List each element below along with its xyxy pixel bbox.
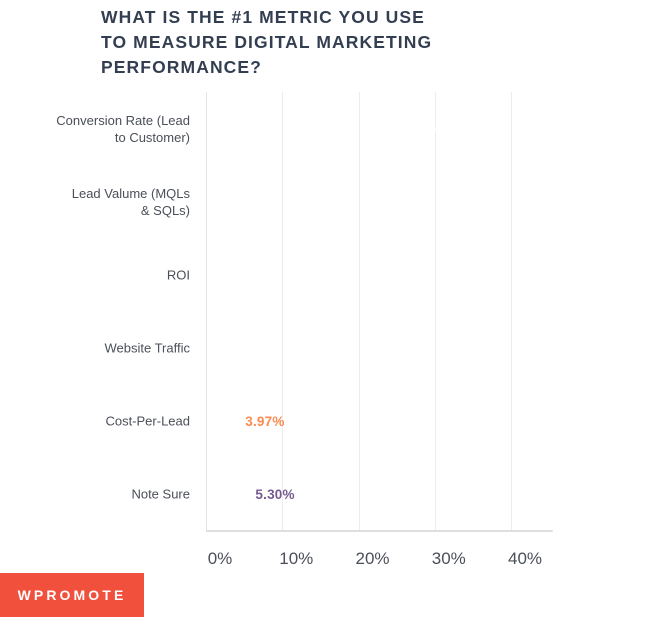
chart-row: Note Sure 5.30%	[0, 458, 647, 531]
category-label: ROI	[166, 267, 190, 283]
bar-track: 16.23%	[206, 174, 330, 229]
bar-track: 20.86%	[206, 321, 365, 376]
plot-area	[206, 92, 552, 531]
category-label: Lead Valume (MQLs & SQLs)	[71, 185, 190, 218]
x-tick-label: 10%	[279, 549, 314, 568]
gridline-30pct	[434, 92, 436, 531]
category-label: Cost-Per-Lead	[105, 413, 190, 429]
bar-track: 18.21%	[206, 247, 345, 302]
bar-value-label: 20.86%	[310, 340, 358, 356]
wpromote-logo: WPROMOTE	[0, 573, 144, 617]
bar-track: 5.30%	[206, 467, 294, 522]
x-tick-label: 20%	[355, 549, 390, 568]
x-axis-tick-labels: 0% 10% 20% 30% 40%	[0, 549, 647, 579]
category-label: Note Sure	[131, 486, 190, 502]
x-axis-line	[206, 530, 553, 532]
chart-title: WHAT IS THE #1 METRIC YOU USE TO MEASURE…	[101, 7, 433, 77]
bar-track: 3.97%	[206, 394, 284, 449]
chart-plot: 0% 10% 20% 30% 40% Conversion Rate (Lead to …	[0, 92, 647, 568]
logo-label: WPROMOTE	[17, 587, 127, 603]
bar-value-label: 18.21%	[289, 267, 337, 283]
gridline-40pct	[511, 92, 512, 531]
x-tick-label: 30%	[431, 549, 466, 568]
category-label: Conversion Rate (Lead to Customer)	[56, 112, 190, 145]
chart-row: ROI 18.21%	[0, 238, 647, 311]
chart-row: Website Traffic 20.86%	[0, 312, 647, 385]
bar-value-label: 16.23%	[274, 194, 322, 210]
bar-value-label: 35.43%	[421, 121, 469, 137]
chart-row: Conversion Rate (Lead to Customer) 35.43%	[0, 92, 647, 165]
category-label: Website Traffic	[104, 340, 191, 356]
gridline-0pct	[206, 92, 207, 531]
bar-track: 35.43%	[206, 101, 476, 156]
chart-row: Cost-Per-Lead 3.97%	[0, 385, 647, 458]
gridline-10pct	[282, 92, 284, 531]
x-tick-label: 40%	[507, 549, 543, 568]
bar-value-label: 3.97%	[245, 413, 285, 429]
bar-value-label: 5.30%	[255, 486, 295, 502]
chart-row: Lead Valume (MQLs & SQLs) 16.23%	[0, 165, 647, 238]
x-tick-label: 0%	[207, 549, 233, 568]
gridline-20pct	[358, 92, 360, 531]
